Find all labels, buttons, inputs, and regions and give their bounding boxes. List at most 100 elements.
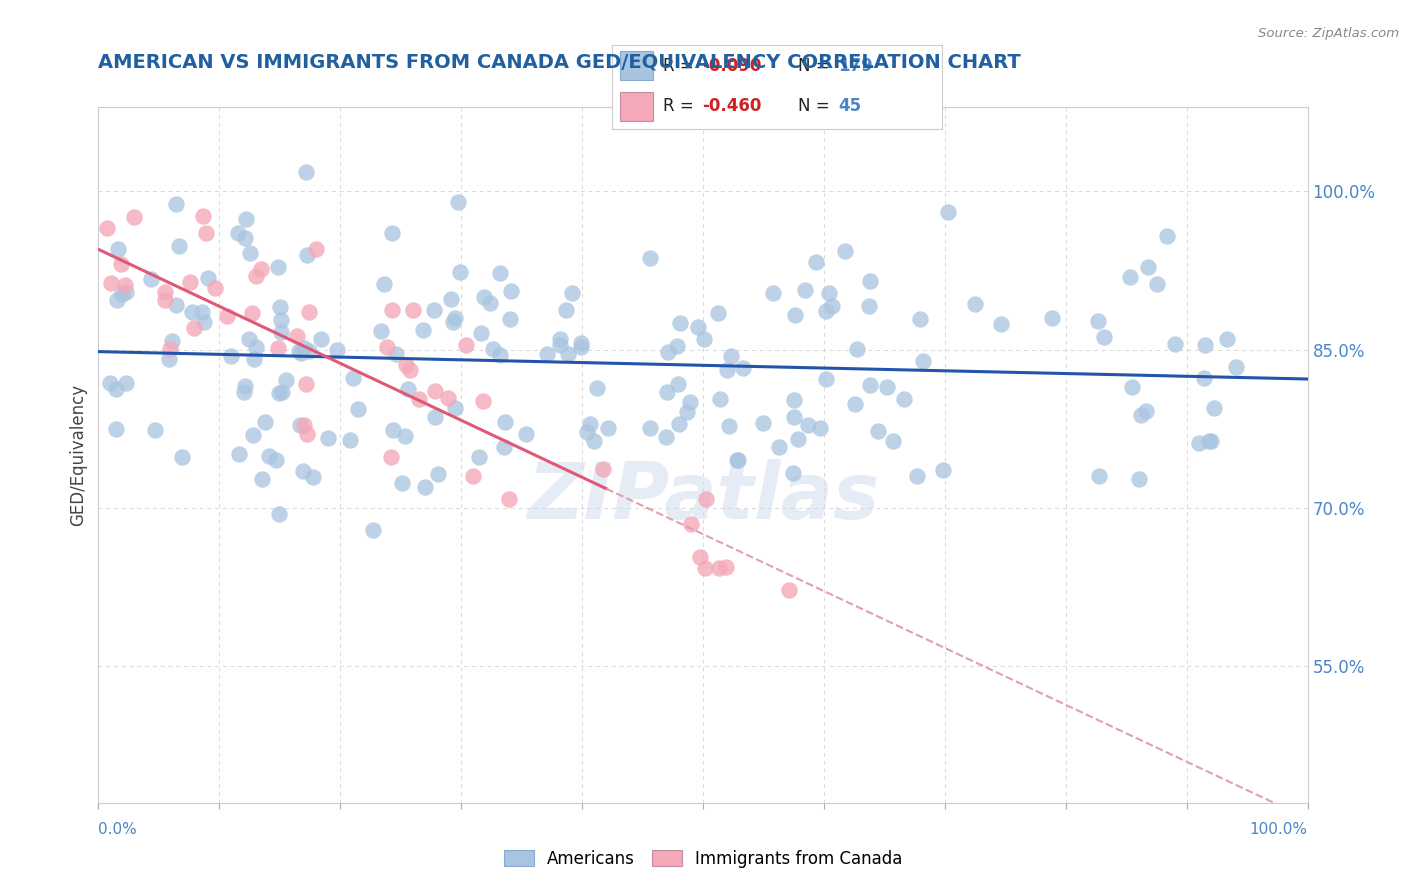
Point	[1121, 380, 1143, 394]
Point	[382, 423, 405, 437]
Point	[440, 292, 463, 306]
Point	[783, 308, 806, 322]
Point	[859, 378, 882, 392]
Bar	[620, 92, 652, 120]
Point	[191, 305, 214, 319]
Point	[292, 418, 315, 433]
Point	[326, 343, 349, 357]
Point	[1192, 370, 1215, 384]
Text: 100.0%: 100.0%	[1250, 822, 1308, 837]
Point	[153, 285, 176, 299]
Point	[990, 317, 1012, 331]
Point	[100, 276, 122, 290]
Point	[159, 343, 181, 357]
Point	[443, 310, 465, 325]
Point	[204, 281, 226, 295]
Point	[689, 549, 711, 564]
Point	[657, 345, 679, 359]
Point	[423, 302, 446, 317]
Point	[309, 332, 332, 346]
Point	[183, 321, 205, 335]
Point	[576, 425, 599, 440]
Point	[820, 299, 842, 313]
Point	[276, 373, 298, 387]
Point	[693, 332, 716, 346]
Point	[482, 342, 505, 356]
Point	[907, 469, 929, 483]
Point	[1198, 434, 1220, 448]
Point	[238, 332, 260, 346]
Point	[167, 238, 190, 252]
Point	[180, 305, 202, 319]
Point	[197, 270, 219, 285]
Point	[270, 325, 292, 339]
Point	[240, 306, 263, 320]
Point	[292, 464, 315, 478]
Point	[1202, 401, 1225, 415]
Point	[245, 268, 267, 283]
Point	[893, 392, 915, 406]
Point	[814, 372, 837, 386]
Point	[172, 450, 194, 464]
Point	[347, 401, 370, 416]
Point	[297, 427, 319, 442]
Text: -0.460: -0.460	[703, 97, 762, 115]
Point	[253, 415, 276, 429]
Point	[472, 394, 495, 409]
Point	[381, 302, 404, 317]
Point	[707, 561, 730, 575]
Point	[585, 381, 607, 395]
Point	[1225, 359, 1247, 374]
Point	[373, 277, 395, 291]
Point	[655, 384, 678, 399]
Legend: Americans, Immigrants from Canada: Americans, Immigrants from Canada	[498, 844, 908, 875]
Point	[479, 296, 502, 310]
Point	[709, 392, 731, 406]
Text: 179: 179	[838, 57, 873, 75]
Point	[399, 363, 422, 377]
Point	[1163, 337, 1185, 351]
Text: AMERICAN VS IMMIGRANTS FROM CANADA GED/EQUIVALENCY CORRELATION CHART: AMERICAN VS IMMIGRANTS FROM CANADA GED/E…	[98, 53, 1021, 71]
Point	[846, 342, 869, 356]
Point	[381, 226, 404, 240]
Point	[579, 417, 602, 431]
Point	[818, 285, 841, 300]
Point	[339, 433, 361, 447]
Point	[668, 376, 690, 391]
Point	[391, 476, 413, 491]
Point	[786, 432, 808, 446]
Point	[271, 384, 294, 399]
Point	[233, 384, 256, 399]
Point	[447, 194, 470, 209]
Point	[727, 453, 749, 467]
Point	[195, 226, 218, 240]
Text: 45: 45	[838, 97, 860, 115]
Point	[298, 344, 321, 359]
Point	[666, 338, 689, 352]
Point	[242, 428, 264, 442]
Point	[499, 311, 522, 326]
Point	[165, 197, 187, 211]
Point	[908, 311, 931, 326]
Point	[501, 284, 523, 298]
Point	[548, 332, 571, 346]
Point	[179, 275, 201, 289]
Point	[725, 452, 748, 467]
Point	[233, 378, 256, 392]
Point	[267, 260, 290, 275]
Point	[963, 297, 986, 311]
Text: -0.090: -0.090	[703, 57, 762, 75]
Point	[557, 347, 579, 361]
Point	[228, 447, 250, 461]
Point	[412, 323, 434, 337]
Point	[104, 422, 127, 436]
Point	[488, 348, 510, 362]
Point	[233, 231, 256, 245]
Point	[114, 376, 136, 391]
Point	[707, 306, 730, 320]
Point	[305, 242, 328, 256]
Bar	[620, 52, 652, 80]
Point	[239, 246, 262, 260]
Point	[717, 418, 740, 433]
Point	[778, 582, 800, 597]
